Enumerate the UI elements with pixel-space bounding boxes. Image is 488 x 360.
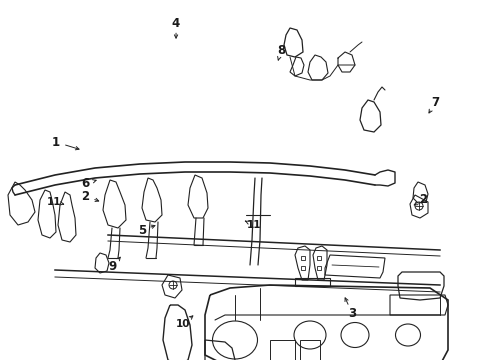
Text: 11: 11 bbox=[246, 220, 261, 230]
Text: 10: 10 bbox=[176, 319, 190, 329]
Text: 2: 2 bbox=[418, 193, 426, 206]
Text: 2: 2 bbox=[81, 190, 89, 203]
Text: 7: 7 bbox=[430, 96, 438, 109]
Text: 1: 1 bbox=[52, 136, 60, 149]
Text: 11: 11 bbox=[46, 197, 61, 207]
Text: 6: 6 bbox=[81, 177, 89, 190]
Text: 8: 8 bbox=[277, 44, 285, 57]
Text: 5: 5 bbox=[138, 224, 145, 237]
Text: 4: 4 bbox=[172, 17, 180, 30]
Text: 9: 9 bbox=[108, 260, 116, 273]
Text: 3: 3 bbox=[347, 307, 355, 320]
